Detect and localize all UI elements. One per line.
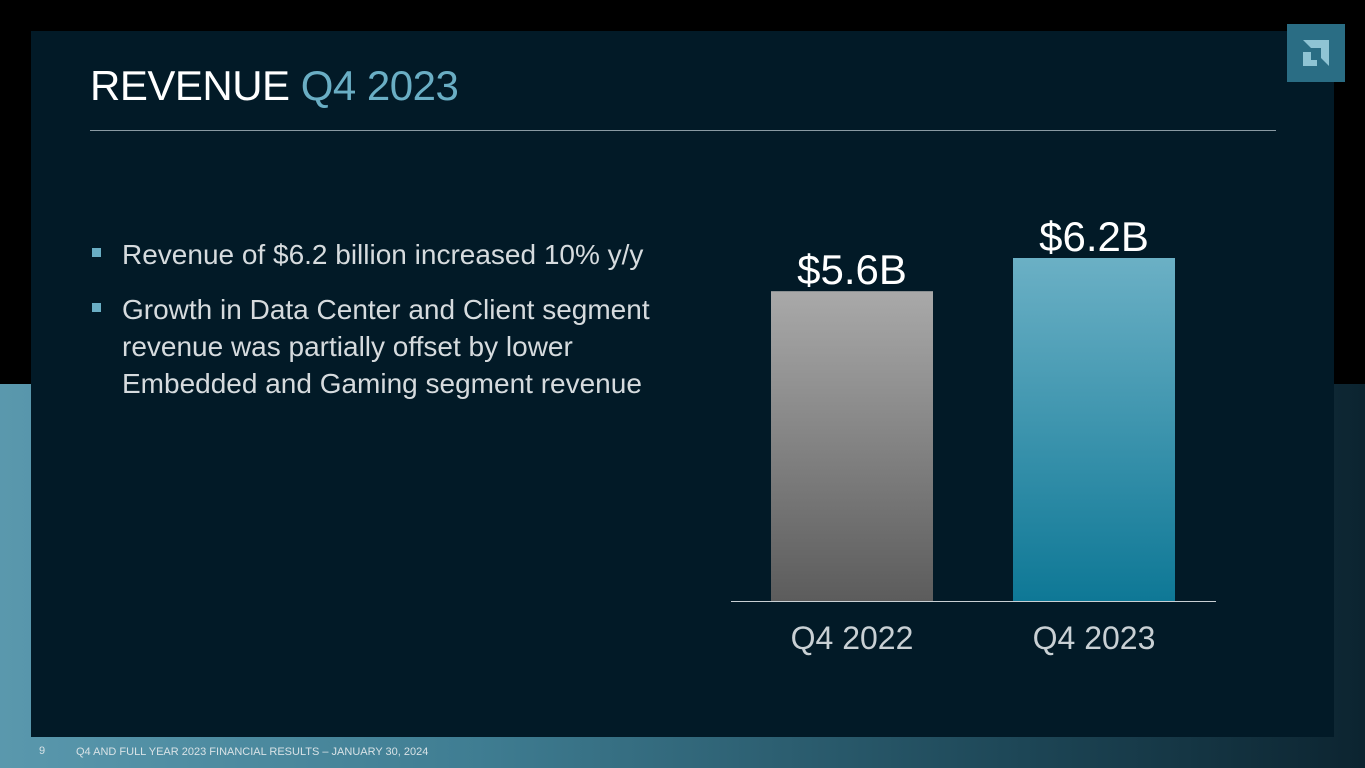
x-tick-label: Q4 2022 <box>791 620 914 656</box>
square-bullet-icon <box>92 248 101 257</box>
bullet-list: Revenue of $6.2 billion increased 10% y/… <box>90 236 710 420</box>
title-main: REVENUE <box>90 62 290 109</box>
bar-q4-2023 <box>1013 258 1175 601</box>
bar-q4-2022 <box>771 291 933 601</box>
title-divider <box>90 130 1276 131</box>
page-number: 9 <box>39 745 46 757</box>
footer-text: Q4 AND FULL YEAR 2023 FINANCIAL RESULTS … <box>76 746 429 758</box>
square-bullet-icon <box>92 303 101 312</box>
x-tick-label: Q4 2023 <box>1033 620 1156 656</box>
data-label: $6.2B <box>1039 213 1149 260</box>
amd-arrow-icon <box>1303 40 1329 66</box>
title-accent: Q4 2023 <box>300 62 459 109</box>
bullet-text: Growth in Data Center and Client segment… <box>122 294 650 399</box>
bullet-item: Revenue of $6.2 billion increased 10% y/… <box>90 236 710 273</box>
data-label: $5.6B <box>797 246 907 293</box>
slide-title: REVENUE Q4 2023 <box>90 62 459 110</box>
bullet-text: Revenue of $6.2 billion increased 10% y/… <box>122 239 644 270</box>
amd-logo-icon <box>1287 24 1345 82</box>
bullet-item: Growth in Data Center and Client segment… <box>90 291 710 402</box>
